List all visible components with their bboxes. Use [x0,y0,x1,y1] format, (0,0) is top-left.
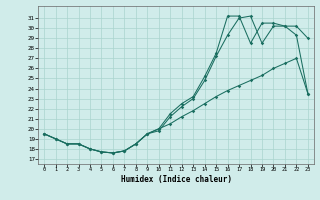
X-axis label: Humidex (Indice chaleur): Humidex (Indice chaleur) [121,175,231,184]
